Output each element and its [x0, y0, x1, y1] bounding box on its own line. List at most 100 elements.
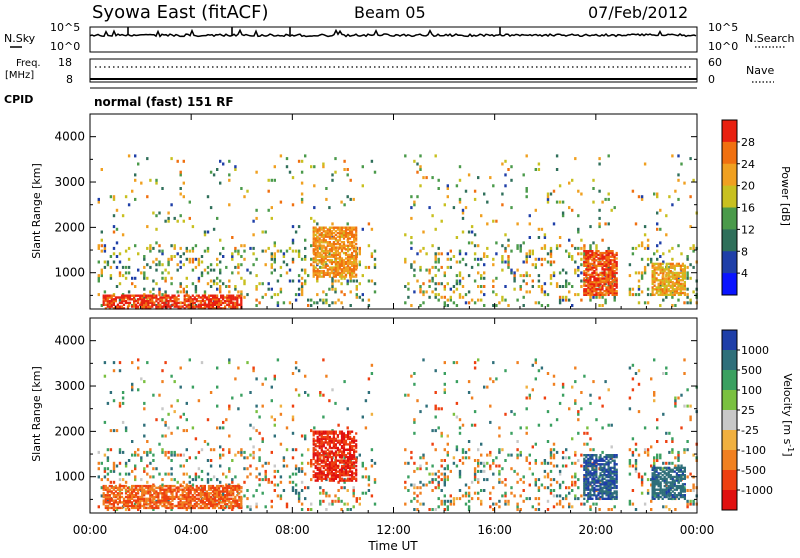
heat-cell — [304, 282, 306, 285]
heat-cell — [155, 490, 157, 492]
heat-cell — [680, 275, 682, 277]
heat-cell — [477, 470, 479, 473]
heat-cell — [444, 448, 446, 451]
heat-cell — [350, 198, 352, 201]
colorbar-tick-label: 24 — [741, 158, 755, 171]
heat-cell — [477, 176, 479, 179]
heat-cell — [465, 252, 467, 255]
heat-cell — [526, 261, 528, 264]
heat-cell — [255, 304, 257, 307]
heat-cell — [580, 258, 582, 261]
heat-cell — [271, 266, 273, 269]
heat-cell — [298, 497, 300, 500]
heat-cell — [325, 474, 327, 476]
heat-cell — [317, 236, 319, 238]
heat-cell — [192, 426, 194, 429]
heat-cell — [113, 295, 115, 297]
heat-cell — [504, 261, 506, 264]
heat-cell — [101, 231, 103, 234]
heat-cell — [368, 244, 370, 247]
heat-cell — [653, 391, 655, 394]
heat-cell — [553, 478, 555, 481]
heat-cell — [325, 299, 327, 302]
heat-cell — [601, 296, 603, 299]
heat-cell — [189, 358, 191, 361]
heat-cell — [670, 290, 672, 292]
heat-cell — [526, 195, 528, 198]
heat-cell — [592, 503, 594, 506]
heat-cell — [371, 465, 373, 468]
heat-cell — [304, 391, 306, 394]
heat-cell — [198, 277, 200, 280]
heat-cell — [189, 250, 191, 253]
heat-cell — [207, 478, 209, 481]
heat-cell — [583, 503, 585, 506]
heat-cell — [119, 485, 121, 487]
y-tick-label: 4000 — [54, 130, 85, 144]
heat-cell — [292, 239, 294, 242]
heat-cell — [571, 304, 573, 307]
heat-cell — [692, 484, 694, 487]
heat-cell — [359, 282, 361, 285]
heat-cell — [195, 244, 197, 247]
heat-cell — [656, 193, 658, 196]
heat-cell — [186, 418, 188, 421]
heat-cell — [238, 492, 240, 494]
heat-cell — [601, 405, 603, 408]
heat-cell — [170, 405, 172, 408]
heat-cell — [292, 418, 294, 421]
heat-cell — [304, 437, 306, 440]
heat-cell — [265, 470, 267, 473]
heat-cell — [605, 250, 607, 252]
heat-cell — [431, 277, 433, 280]
heat-cell — [520, 288, 522, 291]
heat-cell — [283, 489, 285, 492]
heat-cell — [149, 295, 151, 297]
heat-cell — [362, 184, 364, 187]
heat-cell — [329, 259, 331, 261]
heat-cell — [447, 454, 449, 457]
heat-cell — [298, 288, 300, 291]
heat-cell — [143, 380, 145, 383]
heat-cell — [321, 239, 323, 241]
heat-cell — [595, 247, 597, 250]
heat-cell — [368, 280, 370, 283]
heat-cell — [321, 275, 323, 277]
heat-cell — [319, 492, 321, 495]
heat-cell — [271, 252, 273, 255]
heat-cell — [562, 201, 564, 204]
heat-cell — [98, 462, 100, 465]
heat-cell — [562, 386, 564, 389]
heat-cell — [134, 465, 136, 468]
heat-cell — [550, 261, 552, 264]
heat-cell — [438, 470, 440, 473]
heat-cell — [638, 293, 640, 296]
heat-cell — [152, 212, 154, 215]
heat-cell — [535, 258, 537, 261]
heat-cell — [632, 190, 634, 193]
heat-cell — [325, 456, 327, 458]
heat-cell — [325, 450, 327, 452]
heat-cell — [547, 475, 549, 478]
heat-cell — [141, 485, 143, 487]
heat-cell — [353, 227, 355, 229]
heat-cell — [298, 492, 300, 495]
heat-cell — [280, 250, 282, 253]
heat-cell — [674, 402, 676, 405]
heat-cell — [255, 299, 257, 302]
heat-cell — [580, 407, 582, 410]
heat-cell — [155, 282, 157, 285]
heat-cell — [559, 402, 561, 405]
heat-cell — [271, 217, 273, 220]
heat-cell — [110, 266, 112, 269]
heat-cell — [608, 388, 610, 391]
heat-cell — [456, 361, 458, 364]
heat-cell — [447, 435, 449, 438]
heat-cell — [562, 212, 564, 215]
heat-cell — [307, 462, 309, 465]
heat-cell — [186, 250, 188, 253]
heat-cell — [246, 489, 248, 492]
heat-cell — [238, 503, 240, 505]
heat-cell — [283, 255, 285, 258]
heat-cell — [629, 500, 631, 503]
